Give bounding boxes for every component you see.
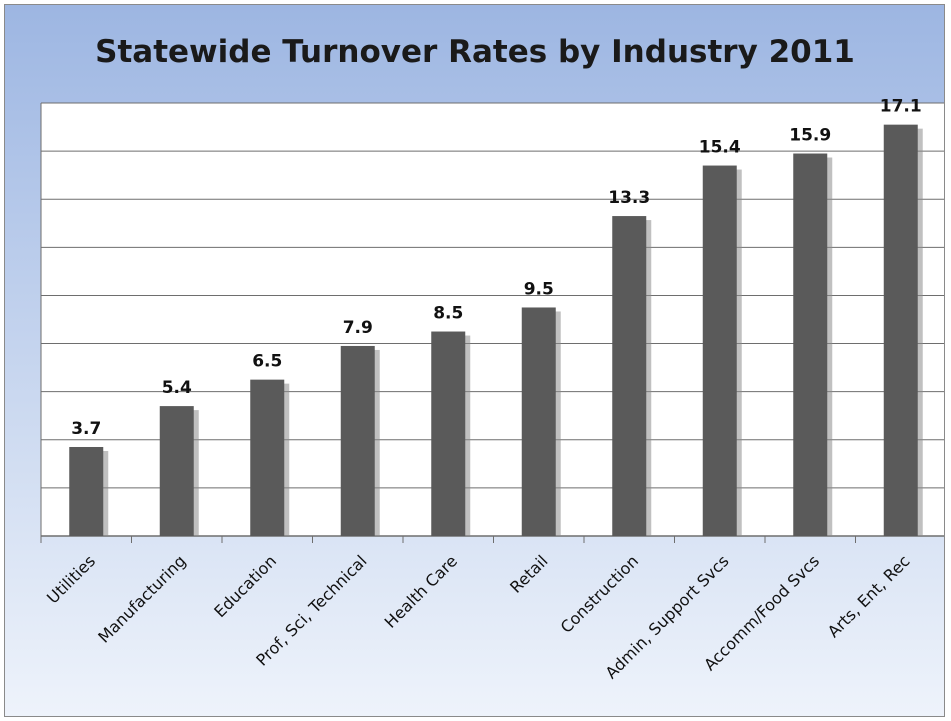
x-tick-label: Construction [557,551,642,636]
data-label: 9.5 [524,279,554,299]
bar [431,331,466,536]
data-label: 15.4 [699,138,741,158]
data-label: 13.3 [608,188,650,208]
data-label: 5.4 [162,378,192,398]
data-label: 8.5 [433,304,463,324]
bar [69,446,104,536]
bar [702,165,737,537]
bar [793,153,828,536]
x-tick-label: Manufacturing [94,551,189,646]
data-label: 3.7 [71,419,101,439]
x-tick-label: Retail [506,551,551,596]
chart-frame: Statewide Turnover Rates by Industry 201… [4,4,945,717]
bar [612,216,647,537]
data-label: 15.9 [789,126,831,146]
bar [340,345,375,536]
plot-area: 3.7 Utilities 5.4 Manufacturing 6.5 Education… [40,97,944,682]
bar [521,307,556,536]
chart-title: Statewide Turnover Rates by Industry 201… [95,34,855,70]
x-tick-label: Health Care [381,551,461,631]
x-tick-label: Utilities [43,551,99,607]
bar [159,406,194,536]
x-tick-label: Education [210,551,280,621]
bar [883,124,918,537]
data-label: 17.1 [880,97,922,117]
data-label: 7.9 [343,318,373,338]
x-tick-label: Arts, Ent, Rec [824,551,914,641]
bar [250,379,285,536]
bar-chart: Statewide Turnover Rates by Industry 201… [40,34,944,682]
data-label: 6.5 [252,352,282,372]
